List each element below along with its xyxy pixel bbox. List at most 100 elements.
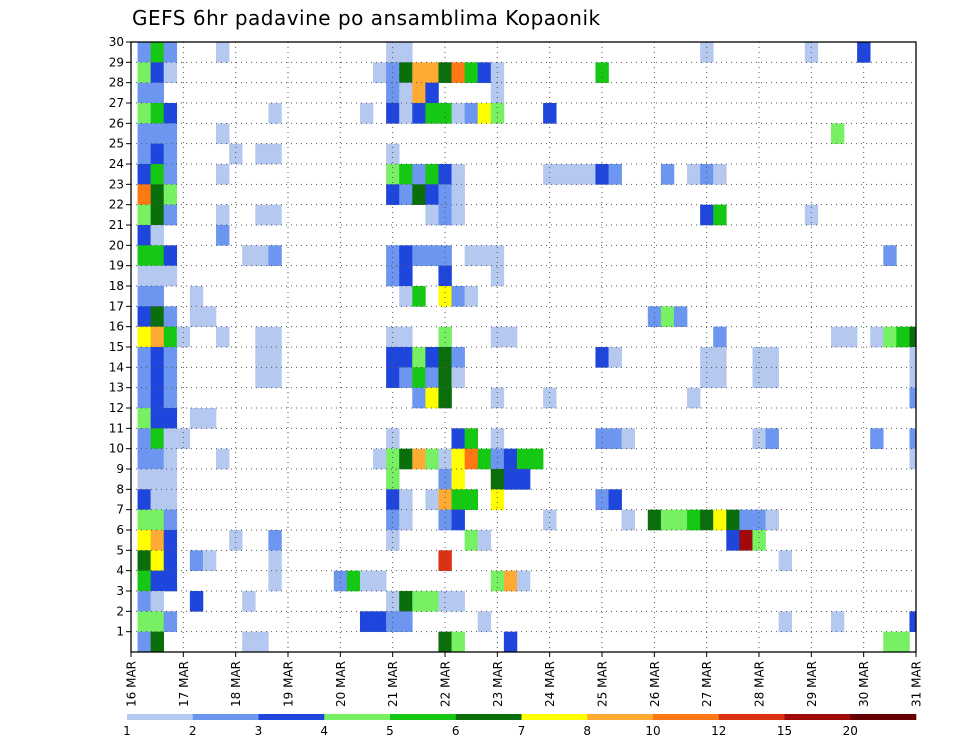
heat-cell xyxy=(216,42,230,63)
heat-cell xyxy=(150,367,165,388)
heat-cell xyxy=(137,306,151,327)
heat-cell xyxy=(621,428,636,449)
heat-cell xyxy=(163,428,178,449)
heat-cell xyxy=(399,164,413,185)
colorbar-swatch xyxy=(192,714,259,720)
heat-cell xyxy=(150,204,165,226)
heat-cell xyxy=(150,245,165,266)
x-tick-label: 16 MAR xyxy=(125,661,139,707)
heat-cell xyxy=(451,469,465,490)
heat-cell xyxy=(216,164,230,185)
heat-cell xyxy=(516,570,531,592)
heat-cell xyxy=(425,62,439,83)
heat-cell xyxy=(137,82,151,104)
y-tick-label: 22 xyxy=(109,198,124,212)
heat-cell xyxy=(830,326,845,348)
heat-cell xyxy=(412,286,426,307)
y-tick-label: 27 xyxy=(109,96,124,110)
heat-cell xyxy=(765,347,779,368)
heat-cell xyxy=(883,245,897,266)
x-tick-label: 19 MAR xyxy=(282,661,296,707)
heat-cell xyxy=(490,103,505,124)
y-tick-label: 11 xyxy=(109,421,124,435)
heat-cell xyxy=(163,367,178,388)
heat-cell xyxy=(438,509,452,531)
heat-cell xyxy=(399,184,413,205)
heat-cell xyxy=(608,489,622,510)
heat-cell xyxy=(189,306,204,327)
heat-cell xyxy=(438,550,452,571)
heat-cell xyxy=(660,164,675,185)
heat-cell xyxy=(687,387,701,409)
heat-cell xyxy=(163,509,178,531)
x-tick-label: 25 MAR xyxy=(596,661,610,707)
y-tick-label: 29 xyxy=(109,55,124,69)
heat-cell xyxy=(150,489,165,510)
heat-cell xyxy=(150,408,165,429)
heat-cell xyxy=(150,225,165,246)
x-tick-label: 24 MAR xyxy=(543,661,557,707)
heat-cell xyxy=(137,347,151,368)
heat-cell xyxy=(163,62,178,83)
heat-cell xyxy=(883,631,897,653)
colorbar-label: 2 xyxy=(189,724,197,738)
heat-cell xyxy=(216,225,230,246)
heat-cell xyxy=(255,204,269,226)
heat-cell xyxy=(268,550,282,571)
heat-cell xyxy=(451,103,465,124)
heat-cell xyxy=(399,103,413,124)
heat-cell xyxy=(425,103,439,124)
heat-cell xyxy=(425,489,439,510)
colorbar: 1 2 3 4 5 6 7 8 10 12 15 20 xyxy=(123,714,917,738)
heat-cell xyxy=(386,469,400,490)
heat-cell xyxy=(425,82,439,104)
heat-cell xyxy=(137,550,151,571)
heat-cell xyxy=(700,204,714,226)
heat-cell xyxy=(765,367,779,388)
heat-cell xyxy=(359,103,374,124)
heat-cell xyxy=(477,530,492,551)
heat-cell xyxy=(150,164,165,185)
colorbar-swatch xyxy=(390,714,457,720)
heat-cell xyxy=(163,42,178,63)
heat-cell xyxy=(176,326,191,348)
heat-cell xyxy=(163,245,178,266)
heat-cell xyxy=(137,489,151,510)
y-tick-label: 21 xyxy=(109,218,124,232)
heat-cell xyxy=(438,184,452,205)
heat-cell xyxy=(412,591,426,612)
heat-cell xyxy=(399,347,413,368)
heat-cell xyxy=(844,326,858,348)
heat-cell xyxy=(477,62,492,83)
heat-cell xyxy=(163,448,178,470)
heat-cell xyxy=(490,428,505,449)
heat-cell xyxy=(163,265,178,287)
heat-cell xyxy=(451,204,465,226)
heat-cell xyxy=(137,367,151,388)
heat-cell xyxy=(346,570,361,592)
heat-cell xyxy=(386,611,400,632)
heat-cell xyxy=(150,530,165,551)
x-tick-label: 26 MAR xyxy=(648,661,662,707)
heat-cell xyxy=(386,428,400,449)
heat-cell xyxy=(438,245,452,266)
heat-cell xyxy=(163,489,178,510)
x-tick-label: 20 MAR xyxy=(334,661,348,707)
heat-cell xyxy=(189,286,204,307)
heat-cell xyxy=(438,286,452,307)
heat-cell xyxy=(412,103,426,124)
heat-cell xyxy=(412,62,426,83)
heat-cell xyxy=(268,347,282,368)
heat-cell xyxy=(713,367,727,388)
y-tick-label: 8 xyxy=(116,482,124,496)
heat-cell xyxy=(255,347,269,368)
heat-cell xyxy=(647,306,662,327)
heat-cell xyxy=(163,469,178,490)
x-tick-label: 27 MAR xyxy=(700,661,714,707)
heat-cell xyxy=(464,489,479,510)
heat-cell xyxy=(660,306,675,327)
heat-cell xyxy=(660,509,675,531)
heat-cell xyxy=(268,103,282,124)
heat-cell xyxy=(438,591,452,612)
y-tick-label: 23 xyxy=(109,177,124,191)
